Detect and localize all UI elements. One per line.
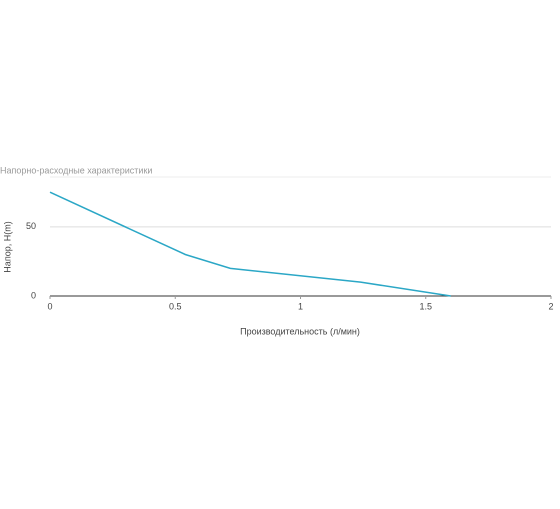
x-axis-label: Производительность (л/мин): [240, 326, 360, 336]
chart-title: Напорно-расходные характеристики: [0, 165, 152, 175]
data-line: [49, 191, 451, 297]
y-tick-label: 0: [31, 290, 36, 300]
x-tick-label: 1: [298, 301, 303, 311]
y-axis-label: Напор, H(m): [2, 221, 12, 272]
x-tick-label: 2: [548, 301, 553, 311]
x-tick-label: 0.5: [169, 301, 182, 311]
x-tick-label: 1.5: [419, 301, 432, 311]
y-tick-label: 50: [26, 221, 36, 231]
x-tick-label: 0: [47, 301, 52, 311]
